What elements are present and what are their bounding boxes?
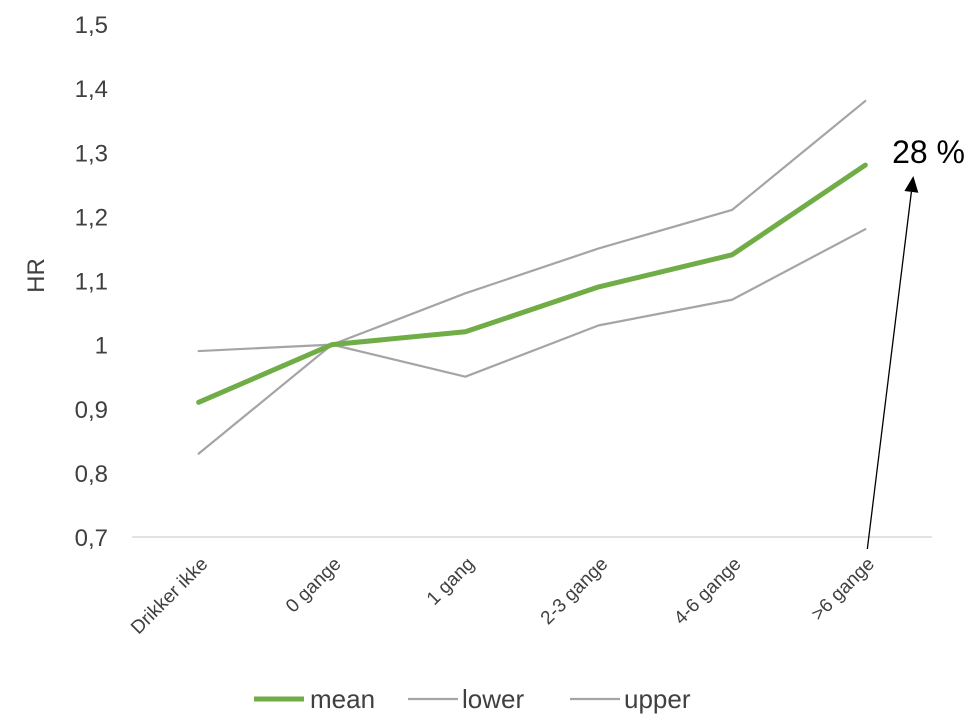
annotation-arrow-head: [904, 176, 919, 193]
y-tick-label: 1: [95, 333, 108, 360]
annotation: 28 %: [866, 134, 965, 550]
legend-label-upper: upper: [624, 684, 691, 714]
y-tick-label: 0,9: [75, 397, 108, 424]
y-tick-label: 1,3: [75, 140, 108, 167]
y-tick-label: 1,1: [75, 269, 108, 296]
y-axis-label: HR: [23, 258, 50, 293]
x-category-label: 4-6 gange: [670, 554, 745, 629]
x-category-label: 2-3 gange: [537, 554, 612, 629]
y-tick-label: 0,7: [75, 525, 108, 552]
series-line-lower: [197, 228, 867, 455]
annotation-label: 28 %: [892, 134, 965, 170]
y-tick-label: 1,4: [75, 76, 108, 103]
legend-label-lower: lower: [462, 684, 524, 714]
y-tick-label: 1,5: [75, 12, 108, 39]
x-axis-categories: Drikker ikke 0 gange 1 gang 2-3 gange 4-6 ga…: [127, 554, 879, 639]
x-category-label: >6 gange: [808, 554, 879, 625]
y-tick-label: 0,8: [75, 461, 108, 488]
annotation-arrow-line: [866, 191, 913, 550]
series-line-upper: [197, 99, 867, 353]
legend: mean lower upper: [254, 684, 691, 714]
x-category-label: 1 gang: [423, 554, 479, 610]
x-category-label: 0 gange: [282, 554, 345, 617]
y-axis-ticks: 0,7 0,8 0,9 1 1,1 1,2 1,3 1,4 1,5: [75, 12, 108, 552]
y-tick-label: 1,2: [75, 204, 108, 231]
series-line-mean: [196, 162, 868, 405]
x-category-label: Drikker ikke: [127, 554, 212, 639]
series-lines: [196, 99, 868, 455]
legend-label-mean: mean: [310, 684, 375, 714]
